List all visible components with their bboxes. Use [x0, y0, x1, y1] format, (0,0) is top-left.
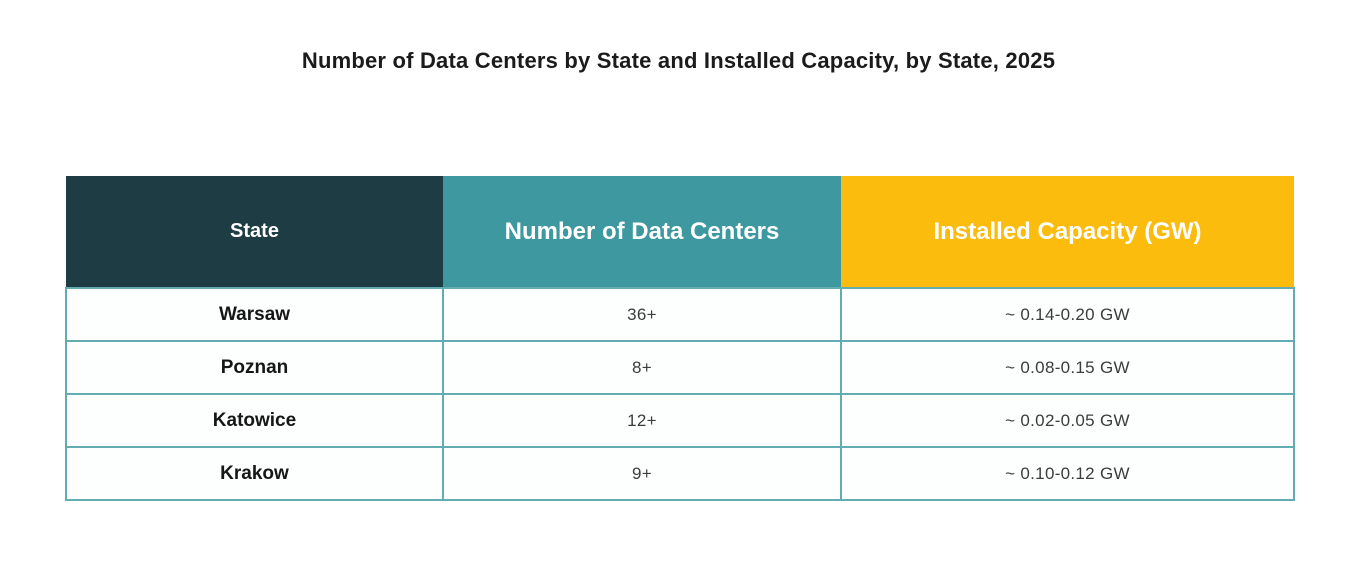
capacity-cell: ~ 0.08-0.15 GW — [840, 340, 1295, 395]
page-title: Number of Data Centers by State and Inst… — [301, 48, 1056, 73]
table-row: Katowice 12+ ~ 0.02-0.05 GW — [65, 393, 1295, 448]
count-cell: 12+ — [442, 393, 842, 448]
count-cell: 36+ — [442, 287, 842, 342]
state-cell: Katowice — [65, 393, 444, 448]
capacity-cell: ~ 0.02-0.05 GW — [840, 393, 1295, 448]
state-cell: Warsaw — [65, 287, 444, 342]
header-row: State Number of Data Centers Installed C… — [66, 176, 1294, 288]
table-row: Warsaw 36+ ~ 0.14-0.20 GW — [65, 287, 1295, 342]
table-body: Warsaw 36+ ~ 0.14-0.20 GW Poznan 8+ ~ 0.08-0.… — [65, 287, 1295, 501]
state-cell: Krakow — [65, 446, 444, 501]
column-header-state: State — [66, 176, 443, 288]
column-header-installed-capacity: Installed Capacity (GW) — [841, 176, 1294, 288]
count-cell: 9+ — [442, 446, 842, 501]
capacity-cell: ~ 0.10-0.12 GW — [840, 446, 1295, 501]
table-row: Poznan 8+ ~ 0.08-0.15 GW — [65, 340, 1295, 395]
count-cell: 8+ — [442, 340, 842, 395]
column-header-number-of-data-centers: Number of Data Centers — [443, 176, 841, 288]
table: State Number of Data Centers Installed C… — [65, 176, 1295, 501]
table-row: Krakow 9+ ~ 0.10-0.12 GW — [65, 446, 1295, 501]
capacity-cell: ~ 0.14-0.20 GW — [840, 287, 1295, 342]
table-header: State Number of Data Centers Installed C… — [66, 176, 1294, 288]
data-table: State Number of Data Centers Installed C… — [65, 176, 1295, 501]
state-cell: Poznan — [65, 340, 444, 395]
